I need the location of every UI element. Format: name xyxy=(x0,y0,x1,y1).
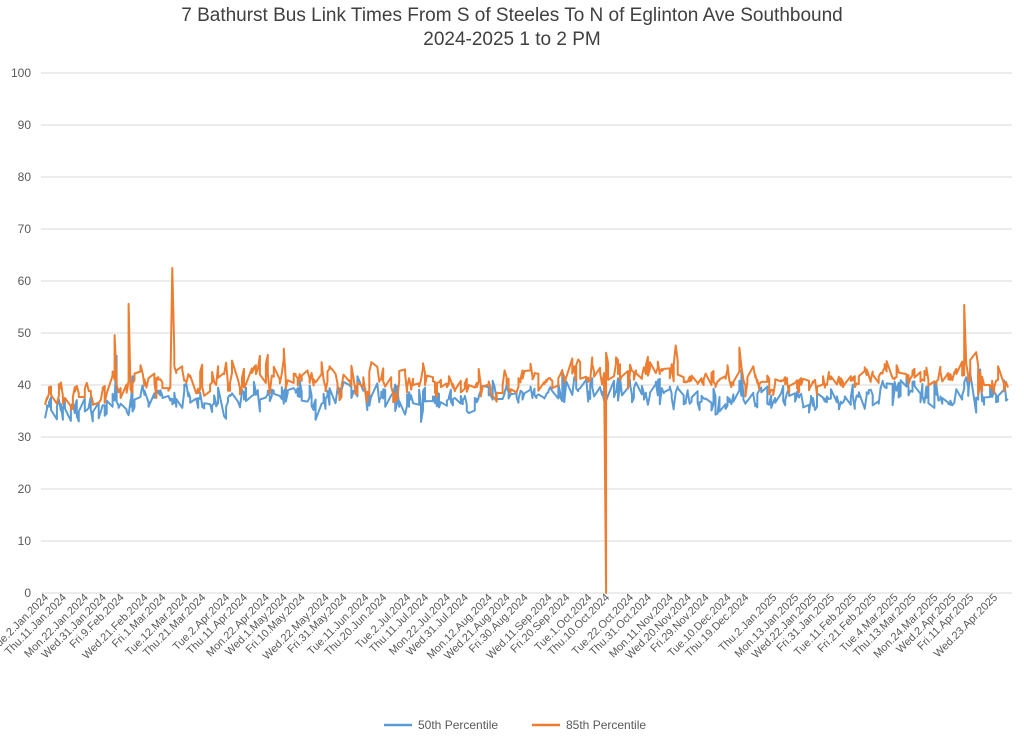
y-tick-label: 90 xyxy=(18,118,32,132)
legend: 50th Percentile 85th Percentile xyxy=(384,718,646,732)
y-tick-label: 100 xyxy=(11,66,31,80)
series-line-1 xyxy=(44,354,1009,423)
y-tick-label: 40 xyxy=(18,378,32,392)
y-tick-label: 30 xyxy=(18,430,32,444)
series-lines xyxy=(44,267,1009,594)
y-tick-label: 20 xyxy=(18,482,32,496)
legend-label-2: 85th Percentile xyxy=(566,718,646,732)
y-axis: 0 10 20 30 40 50 60 70 80 90 100 xyxy=(11,66,31,600)
y-tick-label: 10 xyxy=(18,534,32,548)
y-tick-label: 50 xyxy=(18,326,32,340)
chart-title: 7 Bathurst Bus Link Times From S of Stee… xyxy=(0,4,1024,52)
y-tick-label: 70 xyxy=(18,222,32,236)
series-line-2 xyxy=(44,267,1009,594)
y-tick-label: 60 xyxy=(18,274,32,288)
legend-label-1: 50th Percentile xyxy=(418,718,498,732)
chart-subtitle: 2024-2025 1 to 2 PM xyxy=(423,29,601,50)
x-axis: Tue.2.Jan.2024Thu.11.Jan.2024Mon.22.Jan.… xyxy=(0,592,1000,663)
chart-title-line: 7 Bathurst Bus Link Times From S of Stee… xyxy=(181,5,843,26)
y-tick-label: 0 xyxy=(24,586,31,600)
y-tick-label: 80 xyxy=(18,170,32,184)
gridlines xyxy=(41,72,1012,594)
